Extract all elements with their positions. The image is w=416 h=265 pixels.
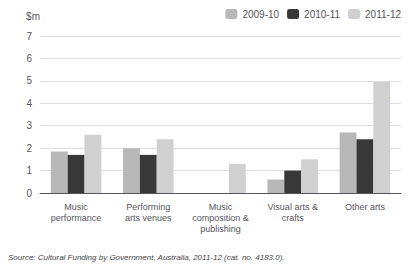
svg-text:performance: performance [51,213,102,223]
svg-text:Other arts: Other arts [345,202,386,212]
svg-text:5: 5 [26,75,32,86]
svg-text:3: 3 [26,120,32,131]
svg-text:$m: $m [26,11,40,22]
svg-text:2011-12: 2011-12 [365,9,401,20]
svg-text:2010-11: 2010-11 [304,9,340,20]
svg-text:1: 1 [26,165,32,176]
svg-text:6: 6 [26,53,32,64]
svg-text:arts venues: arts venues [125,213,172,223]
svg-text:crafts: crafts [282,213,305,223]
svg-text:composition &: composition & [192,213,249,223]
svg-text:Music: Music [64,202,88,212]
svg-text:2: 2 [26,143,32,154]
svg-text:Performing: Performing [126,202,170,212]
svg-text:Music: Music [209,202,233,212]
svg-text:0: 0 [26,188,32,199]
svg-text:Source: Cultural Funding by Go: Source: Cultural Funding by Government, … [8,253,285,262]
svg-text:publishing: publishing [200,224,241,234]
svg-text:2009-10: 2009-10 [242,9,279,20]
svg-text:4: 4 [26,98,32,109]
svg-text:7: 7 [26,31,32,42]
svg-text:Visual arts &: Visual arts & [268,202,318,212]
